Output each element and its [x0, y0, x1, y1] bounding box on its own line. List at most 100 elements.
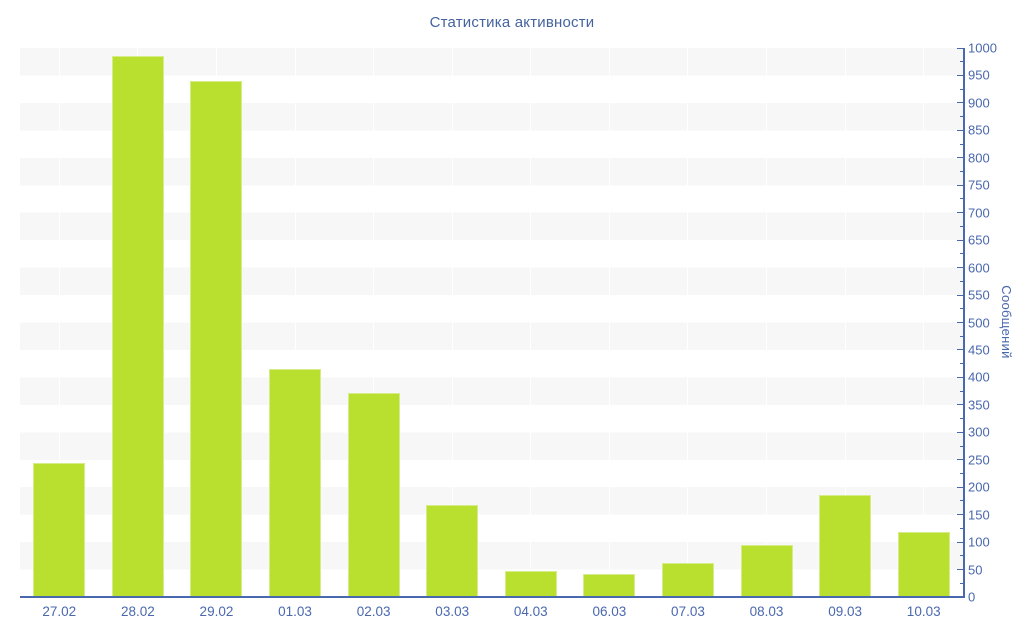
vertical-gridline [923, 48, 925, 597]
y-axis-tick-label: 500 [968, 315, 990, 330]
y-minor-tick [960, 418, 963, 420]
y-axis-tick-label: 350 [968, 397, 990, 413]
x-axis-label: 10.03 [906, 604, 941, 619]
y-minor-tick [960, 472, 963, 474]
y-major-tick [957, 47, 963, 49]
y-minor-tick [960, 390, 963, 392]
x-axis-label: 01.03 [278, 604, 312, 619]
y-major-tick [957, 349, 963, 351]
y-major-tick [957, 74, 963, 76]
y-minor-tick [960, 500, 963, 502]
y-minor-tick [960, 308, 963, 310]
x-axis-label: 08.03 [749, 604, 784, 619]
y-major-tick [957, 541, 963, 543]
x-axis-label: 27.02 [42, 604, 77, 619]
y-major-tick [957, 239, 963, 241]
bar-04.03 [504, 571, 557, 597]
bar-06.03 [583, 573, 636, 597]
y-axis-tick-label: 950 [968, 67, 990, 83]
y-major-tick [957, 129, 963, 131]
vertical-gridline [373, 48, 375, 597]
bar-07.03 [661, 563, 714, 597]
vertical-gridline [766, 48, 768, 597]
y-axis-tick-label: 300 [968, 424, 990, 440]
y-minor-tick [960, 527, 963, 529]
y-axis-tick-label: 800 [968, 150, 990, 166]
x-axis-label: 02.03 [356, 604, 391, 619]
y-major-tick [957, 514, 963, 516]
vertical-gridline [530, 48, 532, 597]
y-axis-tick-label: 650 [968, 232, 990, 248]
y-major-tick [957, 569, 963, 571]
y-axis-tick-label: 0 [968, 589, 976, 605]
y-axis-tick-label: 700 [968, 205, 990, 221]
y-major-tick [957, 376, 963, 378]
vertical-gridline [687, 48, 689, 597]
bar-03.03 [426, 504, 479, 597]
vertical-gridline [608, 48, 610, 597]
y-minor-tick [960, 88, 963, 90]
x-axis-label: 03.03 [435, 604, 470, 619]
y-axis-tick-label: 50 [968, 562, 983, 578]
y-minor-tick [960, 171, 963, 173]
y-axis-tick-label: 900 [968, 95, 990, 111]
y-major-tick [957, 267, 963, 269]
x-axis-label: 29.02 [199, 604, 234, 619]
y-axis-tick-label: 600 [968, 260, 990, 276]
y-major-tick [957, 459, 963, 461]
vertical-gridline [451, 48, 453, 597]
y-major-tick [957, 486, 963, 488]
y-minor-tick [960, 116, 963, 118]
y-minor-tick [960, 198, 963, 200]
y-minor-tick [960, 363, 963, 365]
x-axis-label: 28.02 [120, 604, 155, 619]
y-axis-title: Сообщений [999, 285, 1014, 359]
plot-area [20, 48, 963, 597]
y-axis-tick-label: 750 [968, 177, 990, 193]
bar-10.03 [897, 532, 950, 597]
chart-title: Статистика активности [429, 14, 595, 31]
bar-27.02 [33, 462, 86, 597]
y-major-tick [957, 431, 963, 433]
y-axis-tick-label: 1000 [968, 40, 997, 56]
y-minor-tick [960, 555, 963, 557]
bar-08.03 [740, 544, 793, 597]
y-axis-tick-label: 150 [968, 507, 990, 523]
y-minor-tick [960, 445, 963, 447]
vertical-gridline [58, 48, 60, 597]
y-major-tick [957, 157, 963, 159]
y-axis-tick-label: 200 [968, 479, 990, 495]
y-minor-tick [960, 280, 963, 282]
y-minor-tick [960, 225, 963, 227]
bar-01.03 [269, 369, 322, 597]
y-minor-tick [960, 582, 963, 584]
bar-28.02 [111, 56, 164, 597]
x-axis-line [20, 596, 964, 598]
y-major-tick [957, 596, 963, 598]
y-axis-tick-label: 100 [968, 534, 990, 550]
y-major-tick [957, 294, 963, 296]
y-minor-tick [960, 253, 963, 255]
y-major-tick [957, 102, 963, 104]
y-axis-tick-label: 550 [968, 287, 990, 303]
vertical-gridline [294, 48, 296, 597]
y-minor-tick [960, 61, 963, 63]
vertical-gridline [844, 48, 846, 597]
x-axis-label: 04.03 [513, 604, 548, 619]
y-major-tick [957, 212, 963, 214]
bar-02.03 [347, 392, 400, 597]
x-axis-label: 07.03 [671, 604, 705, 619]
y-axis-tick-label: 400 [968, 369, 990, 385]
x-axis-label: 06.03 [592, 604, 627, 619]
bar-09.03 [819, 494, 872, 597]
x-axis-label: 09.03 [828, 604, 863, 619]
y-axis-tick-label: 450 [968, 342, 990, 358]
y-minor-tick [960, 335, 963, 337]
bar-29.02 [190, 80, 243, 597]
y-major-tick [957, 404, 963, 406]
y-minor-tick [960, 143, 963, 145]
y-axis-tick-label: 250 [968, 452, 990, 468]
y-axis-line [963, 48, 965, 598]
y-major-tick [957, 184, 963, 186]
